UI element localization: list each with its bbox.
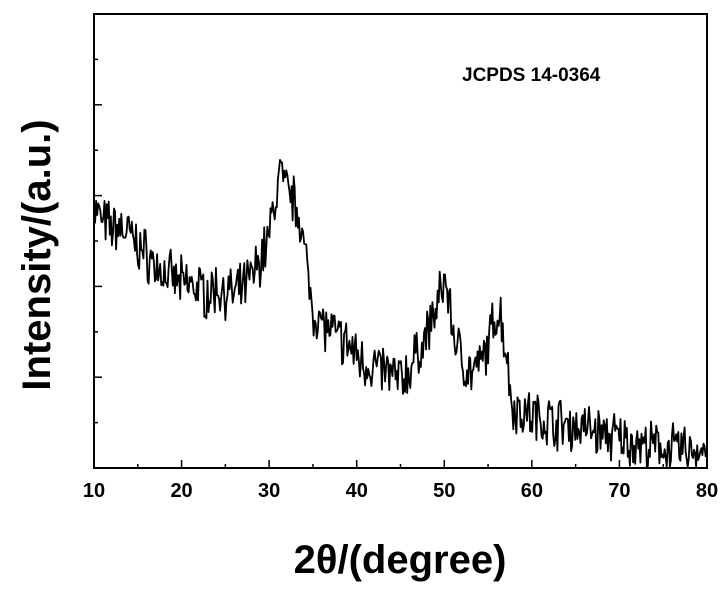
y-axis-title: Intensity/(a.u.) <box>15 119 59 390</box>
x-tick-label: 10 <box>83 480 105 502</box>
x-tick-label: 80 <box>696 480 718 502</box>
x-axis-title: 2θ/(degree) <box>294 538 507 582</box>
x-tick-label: 20 <box>170 480 192 502</box>
series-line <box>93 159 708 468</box>
x-tick-label: 60 <box>521 480 543 502</box>
x-axis-ticks <box>93 460 708 468</box>
x-tick-label: 50 <box>433 480 455 502</box>
x-axis-tick-labels: 10 20 30 40 50 60 70 80 <box>83 480 718 502</box>
y-axis-ticks <box>94 13 102 469</box>
x-tick-label: 30 <box>258 480 280 502</box>
x-tick-label: 40 <box>346 480 368 502</box>
plot-frame <box>93 13 708 469</box>
annotation-label: JCPDS 14-0364 <box>462 65 601 86</box>
x-tick-label: 70 <box>608 480 630 502</box>
